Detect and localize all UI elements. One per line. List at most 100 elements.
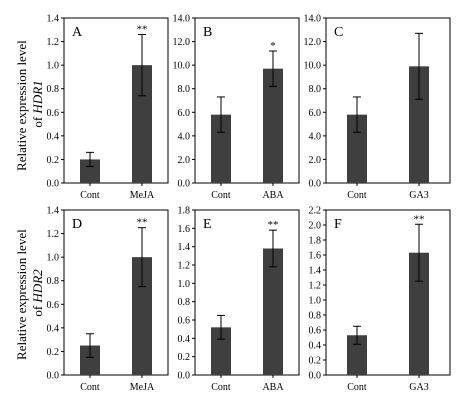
category-label: Cont xyxy=(347,382,367,393)
category-label: MeJA xyxy=(130,382,155,393)
panel-frame xyxy=(194,209,300,376)
y-tick-label: 1.2 xyxy=(309,281,322,292)
bar xyxy=(409,252,429,375)
y-tick-label: 1.4 xyxy=(47,14,60,25)
y-tick-label: 0.0 xyxy=(47,179,60,190)
y-tick-label: 1.2 xyxy=(47,37,60,48)
panel-letter: E xyxy=(203,217,212,232)
y-tick-label: 6.0 xyxy=(178,108,191,119)
panel-c: 0.0 2.0 4.0 6.0 8.0 10.0 12.0 14.0 C Cont GA3 xyxy=(304,14,451,201)
y-tick-label: 14.0 xyxy=(173,14,191,25)
y-tick-label: 1.2 xyxy=(178,261,191,272)
y-axis-label-row1: Relative expression level of HDR1 xyxy=(14,37,45,171)
y-tick-label: 1.0 xyxy=(47,61,60,72)
panel-b: 0.0 2.0 4.0 6.0 8.0 10.0 12.0 14.0 B Cont * ABA xyxy=(173,14,300,201)
y-tick-label: 8.0 xyxy=(178,84,191,95)
bar xyxy=(347,114,367,183)
y-tick-label: 1.8 xyxy=(309,236,322,247)
y-tick-label: 1.0 xyxy=(309,296,322,307)
y-tick-label: 1.6 xyxy=(178,224,191,235)
y-tick-label: 0.0 xyxy=(309,371,322,382)
bar xyxy=(263,68,283,183)
y-tick-label: 0.0 xyxy=(47,371,60,382)
y-tick-label: 1.4 xyxy=(178,242,191,253)
y-tick-label: 0.4 xyxy=(178,334,191,345)
significance-label: ** xyxy=(137,217,148,229)
panel-a: 0.0 0.2 0.4 0.6 0.8 1.0 1.2 1.4 A Cont ** MeJA xyxy=(47,14,169,201)
y-axis-label-row2: Relative expression level of HDR2 xyxy=(14,226,45,360)
y-tick-label: 12.0 xyxy=(304,37,322,48)
y-tick-label: 0.8 xyxy=(309,311,322,322)
y-tick-label: 4.0 xyxy=(178,131,191,142)
y-tick-label: 4.0 xyxy=(309,131,322,142)
significance-label: ** xyxy=(137,24,148,36)
y-tick-label: 2.2 xyxy=(309,206,322,217)
y-tick-label: 1.2 xyxy=(47,229,60,240)
category-label: Cont xyxy=(80,382,100,393)
y-tick-label: 1.6 xyxy=(309,251,322,262)
y-tick-label: 1.0 xyxy=(47,253,60,264)
category-label: Cont xyxy=(211,190,231,201)
y-tick-label: 0.8 xyxy=(47,276,60,287)
y-tick-label: 1.8 xyxy=(178,206,191,217)
panel-letter: A xyxy=(72,25,83,40)
panel-letter: B xyxy=(203,25,212,40)
bar xyxy=(347,335,367,375)
y-tick-label: 2.0 xyxy=(309,221,322,232)
panel-e: 0.0 0.2 0.4 0.6 0.8 1.0 1.2 1.4 1.6 1.8 E Cont ** ABA xyxy=(178,206,300,393)
panel-letter: F xyxy=(334,217,342,232)
y-tick-label: 2.0 xyxy=(309,155,322,166)
panel-frame xyxy=(325,17,451,184)
y-tick-label: 0.8 xyxy=(178,297,191,308)
y-tick-label: 1.0 xyxy=(178,279,191,290)
bar xyxy=(409,66,429,183)
y-tick-label: 0.0 xyxy=(309,179,322,190)
panel-frame xyxy=(325,209,451,376)
y-tick-label: 1.4 xyxy=(309,266,322,277)
category-label: Cont xyxy=(347,190,367,201)
y-tick-label: 12.0 xyxy=(173,37,191,48)
category-label: Cont xyxy=(211,382,231,393)
bar xyxy=(211,327,231,375)
significance-label: ** xyxy=(268,219,279,231)
category-label: GA3 xyxy=(409,382,428,393)
panel-letter: C xyxy=(334,25,343,40)
panel-d: 0.0 0.2 0.4 0.6 0.8 1.0 1.2 1.4 D Cont ** MeJA xyxy=(47,206,169,393)
y-tick-label: 8.0 xyxy=(309,84,322,95)
y-tick-label: 6.0 xyxy=(309,108,322,119)
panel-letter: D xyxy=(72,217,82,232)
bar xyxy=(132,257,152,375)
y-tick-label: 0.6 xyxy=(309,326,322,337)
panel-f: 0.0 0.2 0.4 0.6 0.8 1.0 1.2 1.4 1.6 1.8 2.0 2.2 F Con… xyxy=(309,206,451,393)
panel-frame xyxy=(63,209,169,376)
category-label: ABA xyxy=(262,190,284,201)
y-tick-label: 0.2 xyxy=(47,347,60,358)
category-label: ABA xyxy=(262,382,284,393)
y-tick-label: 14.0 xyxy=(304,14,322,25)
y-tick-label: 0.4 xyxy=(47,131,60,142)
y-tick-label: 0.2 xyxy=(178,352,191,363)
y-tick-label: 0.4 xyxy=(309,341,322,352)
y-tick-label: 0.2 xyxy=(47,155,60,166)
panel-frame xyxy=(63,17,169,184)
bar xyxy=(80,345,100,375)
category-label: MeJA xyxy=(130,190,155,201)
y-tick-label: 0.4 xyxy=(47,323,60,334)
y-tick-label: 0.6 xyxy=(178,316,191,327)
y-tick-label: 10.0 xyxy=(173,61,191,72)
bar xyxy=(211,114,231,183)
y-tick-label: 0.2 xyxy=(309,356,322,367)
y-tick-label: 0.0 xyxy=(178,179,191,190)
y-tick-label: 0.8 xyxy=(47,84,60,95)
category-label: GA3 xyxy=(409,190,428,201)
y-tick-label: 0.6 xyxy=(47,300,60,311)
y-tick-label: 2.0 xyxy=(178,155,191,166)
bar xyxy=(263,248,283,375)
panel-frame xyxy=(194,17,300,184)
bar xyxy=(80,159,100,183)
y-tick-label: 1.4 xyxy=(47,206,60,217)
y-tick-label: 0.6 xyxy=(47,108,60,119)
y-tick-label: 10.0 xyxy=(304,61,322,72)
